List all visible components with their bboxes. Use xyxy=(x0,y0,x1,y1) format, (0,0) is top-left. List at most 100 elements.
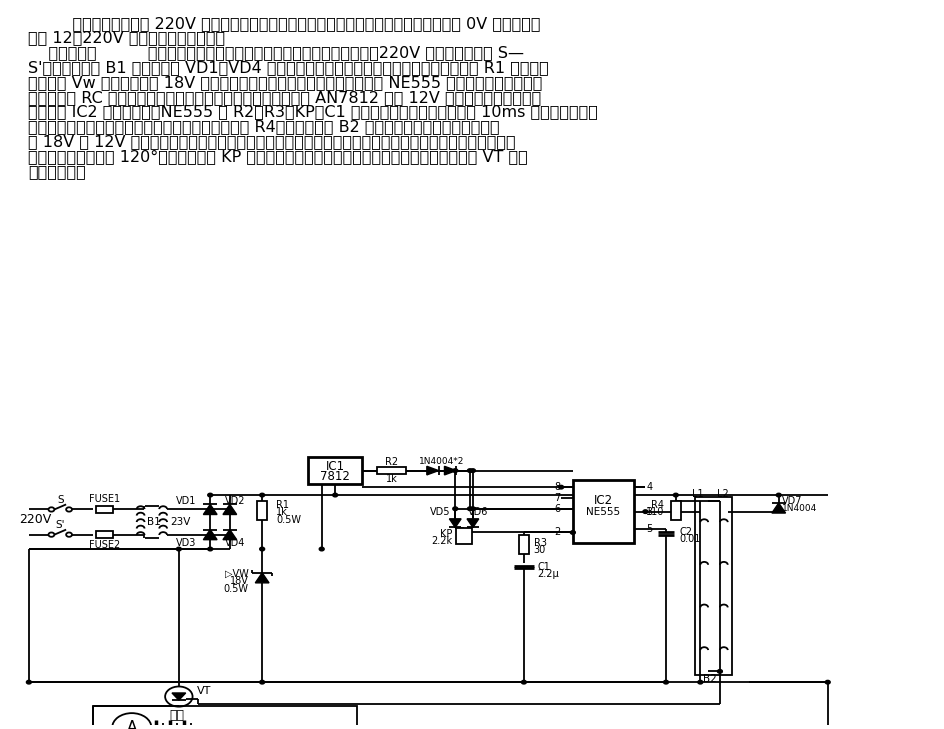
Circle shape xyxy=(208,533,212,537)
Circle shape xyxy=(673,494,678,497)
Text: VD2: VD2 xyxy=(225,496,244,506)
Circle shape xyxy=(319,547,324,551)
Text: 8: 8 xyxy=(553,482,560,492)
Polygon shape xyxy=(444,467,456,475)
Text: S'、电源变压器 B1 降压后，由 VD1～VD4 组成的全波电路整流，生成脉动直流电源。一路经 R1 限流和稳: S'、电源变压器 B1 降压后，由 VD1～VD4 组成的全波电路整流，生成脉动… xyxy=(28,60,548,75)
Text: VD7: VD7 xyxy=(781,496,801,506)
Text: VD3: VD3 xyxy=(176,538,196,548)
Circle shape xyxy=(26,680,31,684)
Bar xyxy=(95,531,113,538)
Text: R3: R3 xyxy=(533,537,546,547)
Text: KP: KP xyxy=(440,529,452,539)
Polygon shape xyxy=(466,519,479,528)
Circle shape xyxy=(48,507,55,512)
Circle shape xyxy=(467,469,472,472)
Circle shape xyxy=(260,680,264,684)
Text: 0.5W: 0.5W xyxy=(276,515,300,525)
Text: VT: VT xyxy=(196,686,211,695)
Circle shape xyxy=(663,680,667,684)
Text: VD6: VD6 xyxy=(467,507,487,518)
Circle shape xyxy=(452,507,457,510)
Circle shape xyxy=(470,507,475,510)
Bar xyxy=(257,501,267,520)
Circle shape xyxy=(66,532,72,537)
Text: B1: B1 xyxy=(147,517,161,527)
Text: 220V: 220V xyxy=(20,513,52,526)
Text: S: S xyxy=(57,495,63,505)
Text: 于对 12～220V 的蔻电池（组）充电。: 于对 12～220V 的蔻电池（组）充电。 xyxy=(28,31,226,45)
Text: R2: R2 xyxy=(384,457,397,467)
Text: FUSE1: FUSE1 xyxy=(89,494,120,504)
Polygon shape xyxy=(427,467,438,475)
Text: 7812: 7812 xyxy=(320,469,350,483)
Circle shape xyxy=(208,547,212,551)
Polygon shape xyxy=(223,504,236,515)
Text: B2: B2 xyxy=(702,674,716,684)
Text: IC1: IC1 xyxy=(326,460,345,473)
Text: 7: 7 xyxy=(553,493,560,503)
Circle shape xyxy=(332,494,337,497)
Circle shape xyxy=(228,507,232,511)
Text: IC2: IC2 xyxy=(593,494,612,507)
Circle shape xyxy=(177,547,181,551)
Circle shape xyxy=(824,680,829,684)
Text: NE555: NE555 xyxy=(585,507,619,517)
Text: 电池: 电池 xyxy=(169,709,184,722)
Bar xyxy=(95,506,113,512)
Text: 稳态振荡器 RC 延时环节的电源；另一路经过三端稳压集成电路 AN7812 送出 12V 稳定的梯形波同步稳压: 稳态振荡器 RC 延时环节的电源；另一路经过三端稳压集成电路 AN7812 送出… xyxy=(28,90,541,105)
Text: C1: C1 xyxy=(537,562,550,572)
Text: VD1: VD1 xyxy=(176,496,196,506)
Circle shape xyxy=(697,680,702,684)
Text: 3: 3 xyxy=(646,507,651,517)
Circle shape xyxy=(66,507,72,512)
Bar xyxy=(572,480,633,543)
Text: 压二极管 Vᴡ 稳压，输出约 18V 的梯形波同步稳压电源，作为时基集成电路 NE555 及其外围元件构成的无: 压二极管 Vᴡ 稳压，输出约 18V 的梯形波同步稳压电源，作为时基集成电路 N… xyxy=(28,75,542,90)
Text: 6: 6 xyxy=(553,504,560,514)
Polygon shape xyxy=(771,503,784,513)
Text: 4: 4 xyxy=(646,482,651,492)
Circle shape xyxy=(208,507,212,511)
Circle shape xyxy=(775,494,781,497)
Text: 2.2μ: 2.2μ xyxy=(537,569,559,580)
Text: 通角之目的。: 通角之目的。 xyxy=(28,163,86,179)
Bar xyxy=(93,706,357,729)
Text: 23V: 23V xyxy=(171,517,191,527)
Text: VD4: VD4 xyxy=(225,538,244,548)
Text: 电路的移相范围大于 120°，调节电位器 KP 即可输出不同触发角的触发脉冲，从而达到控制晶闸管 VT 的导: 电路的移相范围大于 120°，调节电位器 KP 即可输出不同触发角的触发脉冲，从… xyxy=(28,149,528,164)
Bar xyxy=(695,497,731,675)
Text: S': S' xyxy=(56,521,65,530)
Text: R1: R1 xyxy=(276,500,289,510)
Text: VD5: VD5 xyxy=(430,507,450,518)
Text: L1: L1 xyxy=(691,488,702,499)
Polygon shape xyxy=(203,504,217,515)
Circle shape xyxy=(467,507,472,510)
Polygon shape xyxy=(203,529,217,539)
Text: 2.2k: 2.2k xyxy=(430,536,452,546)
Circle shape xyxy=(260,547,264,551)
Text: 可改变输出矩形波占空比的无稳态振荡器，其输出经 R4、脉冲变压器 B2 形成触发脉冲。振荡器之所以采: 可改变输出矩形波占空比的无稳态振荡器，其输出经 R4、脉冲变压器 B2 形成触发… xyxy=(28,120,499,134)
Circle shape xyxy=(558,486,563,489)
Text: 110: 110 xyxy=(645,507,664,518)
Text: 5: 5 xyxy=(646,524,651,534)
Text: 用 18V 和 12V 两路同步稳压电源，目的是增大输出矩形波的占空比，即增大触发脉冲的移相范围。本触发: 用 18V 和 12V 两路同步稳压电源，目的是增大输出矩形波的占空比，即增大触… xyxy=(28,134,515,149)
Text: R4: R4 xyxy=(650,500,664,510)
Text: FUSE2: FUSE2 xyxy=(89,539,120,550)
Circle shape xyxy=(260,494,264,497)
Polygon shape xyxy=(172,693,186,700)
Text: 18V: 18V xyxy=(229,577,248,586)
Text: L2: L2 xyxy=(716,488,728,499)
Text: 1N4004: 1N4004 xyxy=(781,504,816,512)
Text: 1N4004*2: 1N4004*2 xyxy=(418,458,464,467)
Text: 0.5W: 0.5W xyxy=(223,584,248,593)
Circle shape xyxy=(208,494,212,497)
Circle shape xyxy=(642,510,648,513)
Bar xyxy=(456,529,471,544)
Circle shape xyxy=(716,669,721,673)
Text: 电路示于图          它是由电源电路、触发电路和主控电路三部分组成的。220V 市电经电源开关 S—: 电路示于图 它是由电源电路、触发电路和主控电路三部分组成的。220V 市电经电源… xyxy=(28,45,524,61)
Text: 本充电器直接使用 220V 交流市电，通过触发电路对晶闸管的控制，实现其输出电压从 0V 起调，适合: 本充电器直接使用 220V 交流市电，通过触发电路对晶闸管的控制，实现其输出电压… xyxy=(52,16,540,31)
Circle shape xyxy=(228,533,232,537)
Text: 0.01: 0.01 xyxy=(679,534,700,544)
Circle shape xyxy=(470,469,475,472)
Text: 电源作为 IC2 的工作电源。NE555 及 R2、R3、KP、C1 等元器件组成了振荡周期小于 10ms 且固定不变、仅: 电源作为 IC2 的工作电源。NE555 及 R2、R3、KP、C1 等元器件组… xyxy=(28,104,598,120)
Bar xyxy=(670,501,680,520)
